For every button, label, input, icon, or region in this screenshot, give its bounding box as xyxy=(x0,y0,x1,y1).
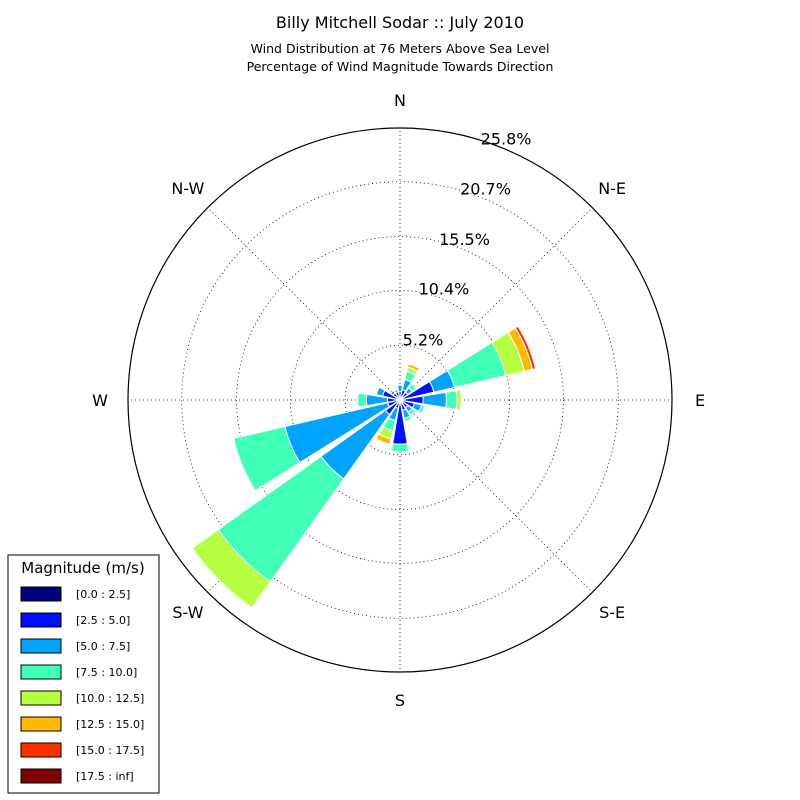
direction-label-W: W xyxy=(92,391,108,410)
wind-bar-sector-15-bin-2 xyxy=(393,389,399,394)
legend-label-1: [2.5 : 5.0] xyxy=(76,614,130,627)
legend: Magnitude (m/s) [0.0 : 2.5] [2.5 : 5.0] [5… xyxy=(7,554,160,794)
radial-tick-label-4: 20.7% xyxy=(460,179,511,198)
radial-tick-label-1: 5.2% xyxy=(403,330,444,349)
radial-tick-label-3: 15.5% xyxy=(439,230,490,249)
direction-label-S-W: S-W xyxy=(172,603,203,622)
outer-circle xyxy=(127,127,673,673)
wind-bar-sector-1-bin-5 xyxy=(406,363,421,373)
wind-bar-sector-14-bin-2 xyxy=(389,389,396,396)
direction-label-E: E xyxy=(695,391,705,410)
legend-label-5: [12.5 : 15.0] xyxy=(76,718,144,731)
legend-swatch-0 xyxy=(20,586,62,602)
wind-bar-sector-0-bin-2 xyxy=(396,384,404,393)
legend-label-6: [15.0 : 17.5] xyxy=(76,744,144,757)
radial-tick-label-5: 25.8% xyxy=(481,130,532,149)
radial-tick-label-2: 10.4% xyxy=(419,280,470,299)
chart-subtitle-line-2: Percentage of Wind Magnitude Towards Dir… xyxy=(247,59,554,74)
legend-label-3: [7.5 : 10.0] xyxy=(76,666,137,679)
wind-bar-sector-13-bin-2 xyxy=(375,386,386,397)
radial-tick-labels: 5.2% 10.4% 15.5% 20.7% 25.8% xyxy=(403,130,532,350)
direction-labels: N N-E E S-E S S-W W N-W xyxy=(92,91,705,710)
legend-swatch-6 xyxy=(20,742,62,758)
wind-bar-sector-2-bin-3 xyxy=(407,382,418,393)
grid-ring-3 xyxy=(236,236,564,564)
direction-label-N-E: N-E xyxy=(598,179,626,198)
wind-bar-sector-3-bin-7 xyxy=(517,325,538,370)
wind-bars xyxy=(191,325,538,609)
legend-swatch-1 xyxy=(20,612,62,628)
wind-bar-sector-4-bin-3 xyxy=(445,390,458,410)
wind-bar-sector-6-bin-3 xyxy=(407,407,417,417)
grid-ring-2 xyxy=(289,289,511,511)
legend-swatch-4 xyxy=(20,690,62,706)
chart-title: Billy Mitchell Sodar :: July 2010 xyxy=(276,13,524,32)
grid-ring-4 xyxy=(181,181,619,619)
legend-label-7: [17.5 : inf] xyxy=(76,770,134,783)
legend-title: Magnitude (m/s) xyxy=(21,559,144,577)
legend-label-4: [10.0 : 12.5] xyxy=(76,692,144,705)
wind-bar-sector-11-bin-3 xyxy=(232,425,301,492)
wind-bar-sector-4-bin-2 xyxy=(422,391,447,409)
wind-bar-sector-10-bin-4 xyxy=(191,529,271,609)
direction-label-S: S xyxy=(395,691,405,710)
grid-spoke-N-E xyxy=(399,207,593,401)
wind-bar-sector-12-bin-3 xyxy=(357,392,368,408)
wind-bar-sector-9-bin-5 xyxy=(375,433,392,445)
grid-spoke-N-W xyxy=(207,207,401,401)
legend-swatch-5 xyxy=(20,716,62,732)
legend-swatch-3 xyxy=(20,664,62,680)
wind-bar-sector-4-bin-4 xyxy=(455,389,462,411)
legend-items: [0.0 : 2.5] [2.5 : 5.0] [5.0 : 7.5] [7.5 : … xyxy=(20,586,144,784)
legend-swatch-2 xyxy=(20,638,62,654)
chart-subtitle-line-1: Wind Distribution at 76 Meters Above Sea… xyxy=(251,41,550,56)
legend-label-0: [0.0 : 2.5] xyxy=(76,588,130,601)
legend-label-2: [5.0 : 7.5] xyxy=(76,640,130,653)
direction-label-N: N xyxy=(394,91,406,110)
grid-spoke-S-E xyxy=(399,399,593,593)
direction-label-S-E: S-E xyxy=(599,603,625,622)
direction-label-N-W: N-W xyxy=(171,179,204,198)
legend-swatch-7 xyxy=(20,768,62,784)
wind-bar-sector-7-bin-3 xyxy=(403,415,413,423)
wind-bar-sector-8-bin-3 xyxy=(390,443,410,453)
wind-bar-sector-5-bin-3 xyxy=(418,404,426,415)
